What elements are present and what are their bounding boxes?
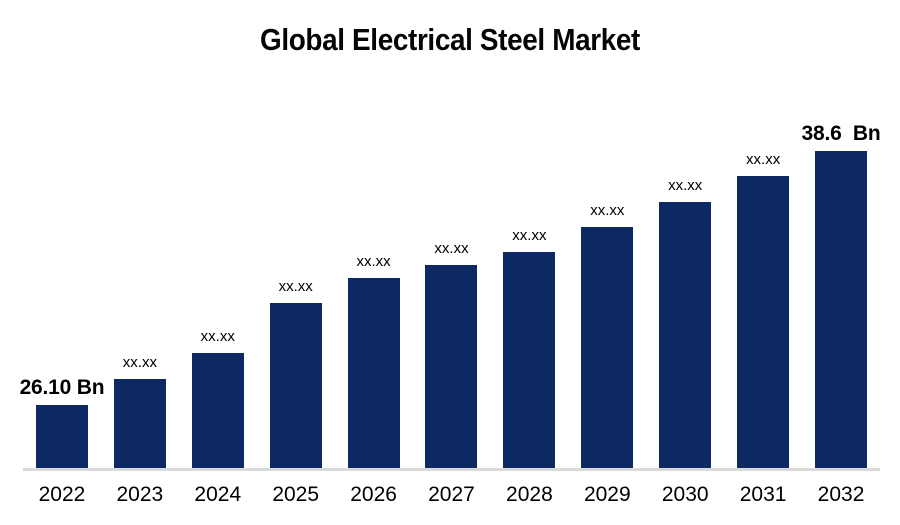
bar-column-2028: xx.xx 2028 [503, 100, 556, 506]
bar-2026: xx.xx [347, 253, 400, 468]
bar-value-label-2026: xx.xx [356, 253, 391, 270]
bar-value-label-2025: xx.xx [278, 278, 313, 295]
chart-title: Global Electrical Steel Market [260, 22, 640, 57]
bar-column-2027: xx.xx 2027 [425, 100, 478, 506]
x-axis-label-2032: 2032 [817, 483, 865, 506]
bar-value-label-2031: xx.xx [746, 151, 781, 168]
bar-2024: xx.xx [191, 328, 244, 468]
x-axis-label-2026: 2026 [350, 483, 397, 506]
bar-2027: xx.xx [425, 240, 478, 468]
bar-column-2032: 38.6 Bn 2032 [802, 100, 881, 506]
x-axis-label-2025: 2025 [272, 483, 320, 506]
bar-value-label-2023: xx.xx [122, 354, 157, 371]
x-axis-line [23, 468, 880, 471]
bar-column-2024: xx.xx 2024 [191, 100, 244, 506]
bars-container: 26.10 Bn 2022 xx.xx 2023 xx.xx 2024 xx.xx 2025 x… [20, 100, 881, 506]
x-axis-label-2029: 2029 [583, 483, 631, 506]
bar-2029: xx.xx [581, 202, 634, 468]
bar-value-label-2024: xx.xx [200, 328, 235, 345]
bar-value-label-2022: 26.10 Bn [19, 376, 105, 399]
bar-value-label-2028: xx.xx [512, 227, 547, 244]
bar-2023: xx.xx [113, 354, 166, 468]
bar-value-label-2027: xx.xx [434, 240, 469, 257]
bar-column-2025: xx.xx 2025 [269, 100, 322, 506]
bar-2031: xx.xx [737, 151, 790, 468]
bar-value-label-2029: xx.xx [590, 202, 625, 219]
bar-column-2023: xx.xx 2023 [113, 100, 166, 506]
bar-column-2022: 26.10 Bn 2022 [20, 100, 105, 506]
bar-value-label-2032: 38.6 Bn [801, 122, 881, 145]
bar-column-2031: xx.xx 2031 [737, 100, 790, 506]
bar-2028: xx.xx [503, 227, 556, 468]
x-axis-label-2022: 2022 [38, 483, 86, 506]
x-axis-label-2024: 2024 [194, 483, 242, 506]
bar-column-2030: xx.xx 2030 [659, 100, 712, 506]
x-axis-label-2023: 2023 [116, 483, 164, 506]
x-axis-label-2028: 2028 [506, 483, 553, 506]
x-axis-label-2027: 2027 [428, 483, 475, 506]
bar-value-label-2030: xx.xx [668, 177, 703, 194]
bar-2030: xx.xx [659, 177, 712, 468]
bar-2022: 26.10 Bn [20, 376, 105, 468]
bar-2032: 38.6 Bn [802, 122, 881, 468]
x-axis-label-2030: 2030 [661, 483, 709, 506]
bar-column-2026: xx.xx 2026 [347, 100, 400, 506]
bar-column-2029: xx.xx 2029 [581, 100, 634, 506]
x-axis-label-2031: 2031 [739, 483, 787, 506]
plot-area: 26.10 Bn 2022 xx.xx 2023 xx.xx 2024 xx.xx 2025 x… [20, 100, 881, 506]
bar-2025: xx.xx [269, 278, 322, 468]
